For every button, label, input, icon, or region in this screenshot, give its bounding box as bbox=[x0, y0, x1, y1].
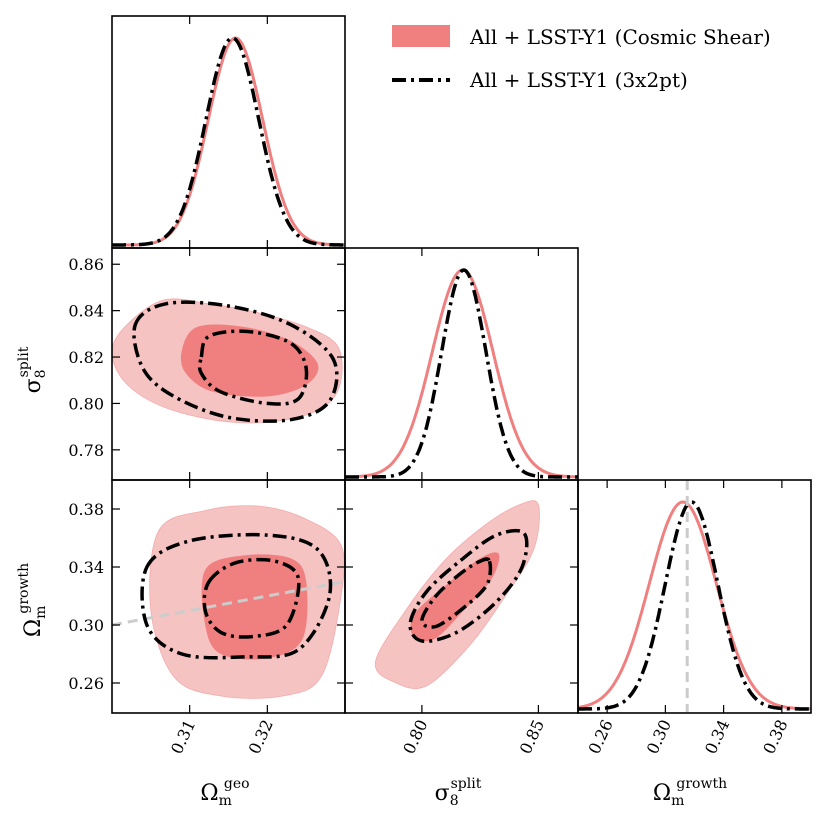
contour-cosmic-shear-68 bbox=[410, 552, 500, 642]
x-tick-label: 0.34 bbox=[701, 717, 733, 757]
x-tick-label: 0.26 bbox=[584, 717, 616, 757]
marginal-curve-cosmic_shear bbox=[578, 500, 811, 711]
x-tick-label: 0.31 bbox=[167, 717, 199, 757]
legend-label-3x2pt: All + LSST-Y1 (3x2pt) bbox=[469, 68, 688, 92]
marginal-panel-Omega_m_growth bbox=[578, 480, 811, 712]
marginal-panel-Omega_m_geo bbox=[112, 36, 345, 247]
contour-3x2pt-95 bbox=[408, 528, 529, 644]
marginal-curve-three_by_two bbox=[345, 268, 578, 479]
legend-label-cosmic-shear: All + LSST-Y1 (Cosmic Shear) bbox=[469, 25, 771, 49]
marginal-curve-three_by_two bbox=[578, 500, 811, 711]
contour-cosmic-shear-68 bbox=[180, 324, 319, 397]
contour-panel-sigma8_split-Omega_m_growth bbox=[374, 500, 540, 690]
contour-panel-Omega_m_geo-Omega_m_growth bbox=[112, 505, 345, 699]
y-tick-label: 0.80 bbox=[68, 394, 104, 413]
contour-3x2pt-95 bbox=[132, 300, 339, 423]
legend: All + LSST-Y1 (Cosmic Shear) All + LSST-… bbox=[392, 25, 771, 92]
contour-panel-Omega_m_geo-sigma8_split bbox=[112, 298, 343, 424]
x-axis-label-omega-geo: Ωmgeo bbox=[200, 776, 249, 809]
x-tick-label: 0.85 bbox=[516, 717, 548, 757]
marginal-curve-cosmic_shear bbox=[112, 36, 345, 247]
x-tick-label: 0.38 bbox=[759, 717, 791, 757]
x-tick-label: 0.32 bbox=[245, 717, 277, 757]
panel-frame bbox=[111, 15, 346, 249]
legend-swatch-cosmic-shear bbox=[392, 25, 450, 47]
panel-frame bbox=[577, 479, 812, 714]
x-tick-label: 0.80 bbox=[399, 717, 431, 757]
y-axis-label-sigma8: σ8split bbox=[16, 346, 49, 393]
x-axis-label-omega-growth: Ωmgrowth bbox=[653, 776, 727, 809]
y-tick-label: 0.34 bbox=[68, 558, 104, 577]
marginal-curve-cosmic_shear bbox=[345, 268, 578, 479]
contour-3x2pt-95 bbox=[140, 532, 333, 660]
contour-3x2pt-68 bbox=[420, 557, 493, 629]
panel-frame bbox=[344, 247, 579, 481]
contour-3x2pt-68 bbox=[197, 329, 309, 406]
y-tick-label: 0.30 bbox=[68, 616, 104, 635]
marginal-curve-three_by_two bbox=[112, 36, 345, 247]
reference-line-diagonal bbox=[112, 580, 345, 627]
y-tick-label: 0.84 bbox=[68, 302, 104, 321]
y-tick-label: 0.86 bbox=[68, 255, 104, 274]
y-tick-label: 0.82 bbox=[68, 348, 104, 367]
x-tick-label: 0.30 bbox=[643, 717, 675, 757]
y-axis-label-omega-growth: Ωmgrowth bbox=[16, 563, 49, 637]
y-tick-label: 0.38 bbox=[68, 500, 104, 519]
y-tick-label: 0.78 bbox=[68, 441, 104, 460]
x-axis-label-sigma8: σ8split bbox=[435, 776, 482, 809]
marginal-panel-sigma8_split bbox=[345, 268, 578, 479]
contour-cosmic-shear-68 bbox=[201, 554, 308, 660]
y-tick-label: 0.26 bbox=[68, 674, 104, 693]
